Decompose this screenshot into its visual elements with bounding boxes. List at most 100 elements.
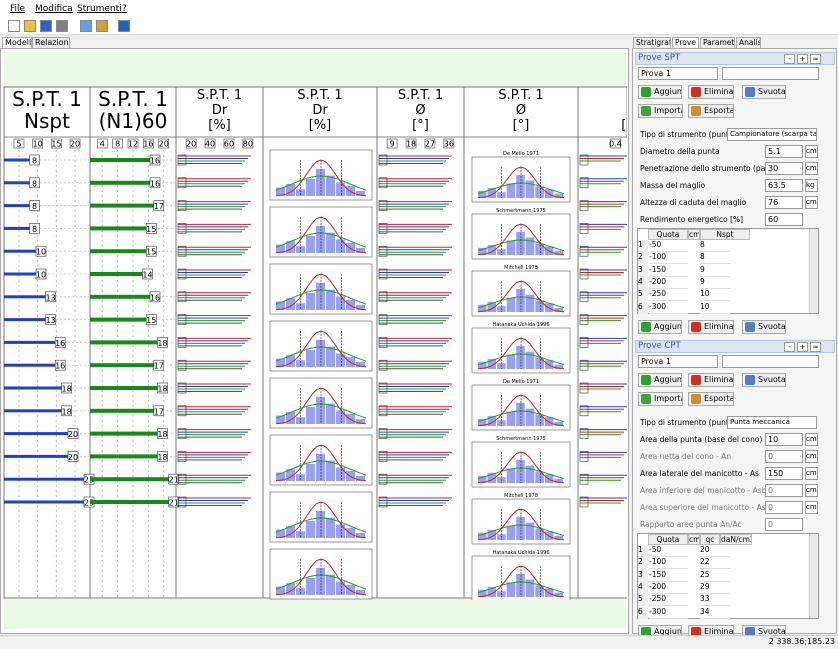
- cell[interactable]: -250: [649, 289, 688, 301]
- tick-label: 15: [51, 140, 61, 149]
- field-label: Area inferiore del manicotto - Asb: [640, 486, 768, 498]
- cell[interactable]: 10: [700, 302, 730, 314]
- panel-control[interactable]: ≈: [810, 54, 821, 64]
- field-label: Area netta del cono - An: [640, 452, 768, 464]
- cell[interactable]: -150: [649, 570, 688, 582]
- select[interactable]: Punta meccanica: [727, 416, 817, 429]
- cell[interactable]: -50: [649, 545, 688, 557]
- bar: [4, 455, 68, 458]
- histogram-bar: [535, 471, 544, 483]
- tick-label: 12: [128, 140, 138, 149]
- histogram-bar: [516, 175, 525, 198]
- bar: [4, 181, 30, 184]
- histogram-bar: [336, 239, 345, 253]
- cell[interactable]: 9: [700, 265, 730, 277]
- cell[interactable]: -200: [649, 277, 688, 289]
- cell[interactable]: -50: [649, 240, 688, 252]
- histogram-bar: [516, 346, 525, 369]
- column-header: Quota: [648, 534, 688, 545]
- histogram-bar: [507, 355, 516, 370]
- column-header: [%]: [309, 118, 332, 133]
- columns-view: S.P.T. 1Nspt5101520S.P.T. 1(N1)604812162…: [0, 0, 627, 600]
- button-icon: [641, 322, 651, 332]
- cell[interactable]: -200: [649, 582, 688, 594]
- bar: [90, 386, 158, 390]
- tick-label: 27: [425, 140, 435, 149]
- text-input[interactable]: 60: [765, 213, 803, 226]
- text-input[interactable]: 150: [765, 467, 803, 480]
- cell[interactable]: 33: [700, 594, 730, 606]
- text-input[interactable]: 76: [765, 196, 803, 209]
- cell[interactable]: -300: [649, 302, 688, 314]
- histogram-bar: [326, 461, 335, 481]
- cell[interactable]: 10: [700, 289, 730, 301]
- value-label: 13: [46, 316, 56, 325]
- cell[interactable]: 29: [700, 582, 730, 594]
- column-header: [daN/: [621, 118, 627, 133]
- cell[interactable]: -100: [649, 557, 688, 569]
- column-header: (N1)60: [99, 109, 168, 133]
- cell[interactable]: -100: [649, 252, 688, 264]
- row-index: 2: [638, 252, 648, 264]
- cell[interactable]: 25: [700, 570, 730, 582]
- tick-label: 80: [243, 140, 253, 149]
- histogram-bar: [316, 511, 325, 538]
- cell[interactable]: -150: [649, 265, 688, 277]
- text-input[interactable]: 5.1: [765, 145, 803, 158]
- cell[interactable]: 22: [700, 557, 730, 569]
- text-input[interactable]: 0: [765, 518, 803, 531]
- text-input[interactable]: 0: [765, 450, 803, 463]
- histogram-bar: [336, 581, 345, 595]
- value-label: 17: [154, 407, 164, 416]
- bar: [4, 273, 36, 276]
- histogram-bar: [326, 347, 335, 367]
- histogram-bar: [507, 526, 516, 541]
- cell[interactable]: 8: [700, 252, 730, 264]
- tick-label: 40: [205, 140, 215, 149]
- select[interactable]: Prova 1: [638, 355, 718, 368]
- column-header: Dr: [312, 103, 328, 118]
- row-index: 5: [638, 289, 648, 301]
- bar: [90, 226, 146, 230]
- value-label: 16: [150, 293, 160, 302]
- cell[interactable]: -250: [649, 594, 688, 606]
- text-input[interactable]: 30: [765, 162, 803, 175]
- text-input[interactable]: 0: [765, 501, 803, 514]
- panel-control[interactable]: +: [797, 342, 808, 352]
- histogram-bar: [316, 340, 325, 367]
- cell[interactable]: 9: [700, 277, 730, 289]
- panel-control[interactable]: -: [784, 54, 795, 64]
- histogram-bar: [306, 236, 315, 253]
- select[interactable]: Prova 1: [638, 67, 718, 80]
- row-index: 5: [638, 594, 648, 606]
- column-header: S.P.T. 1: [12, 87, 82, 111]
- value-label: 8: [32, 202, 37, 211]
- bar: [90, 249, 146, 253]
- histogram-bar: [306, 179, 315, 196]
- text-input[interactable]: [722, 67, 819, 80]
- text-input[interactable]: [722, 355, 819, 368]
- row-index: 1: [638, 545, 648, 557]
- text-input[interactable]: 63.5: [765, 179, 803, 192]
- cell[interactable]: -300: [649, 607, 688, 619]
- histogram-caption: Mitchell 1978: [504, 265, 538, 271]
- panel-control[interactable]: +: [797, 54, 808, 64]
- cell[interactable]: 20: [700, 545, 730, 557]
- histogram-caption: Hatanaka Uchida 1996: [492, 322, 549, 328]
- select[interactable]: Campionatore (scarpa ta: [727, 128, 817, 141]
- text-input[interactable]: 0: [765, 484, 803, 497]
- bar: [90, 500, 169, 504]
- histogram-bar: [326, 233, 335, 253]
- bar: [4, 204, 30, 207]
- column-header: qc: [700, 534, 720, 545]
- histogram-bar: [516, 403, 525, 426]
- cell[interactable]: 34: [700, 607, 730, 619]
- panel-control[interactable]: -: [784, 342, 795, 352]
- bar: [4, 409, 62, 412]
- cell[interactable]: 8: [700, 240, 730, 252]
- text-input[interactable]: 10: [765, 433, 803, 446]
- histogram-bar: [316, 226, 325, 253]
- scrollbar: [809, 534, 818, 618]
- field-label: Area della punta (base del cono) - Ac: [640, 435, 768, 447]
- panel-control[interactable]: ≈: [810, 342, 821, 352]
